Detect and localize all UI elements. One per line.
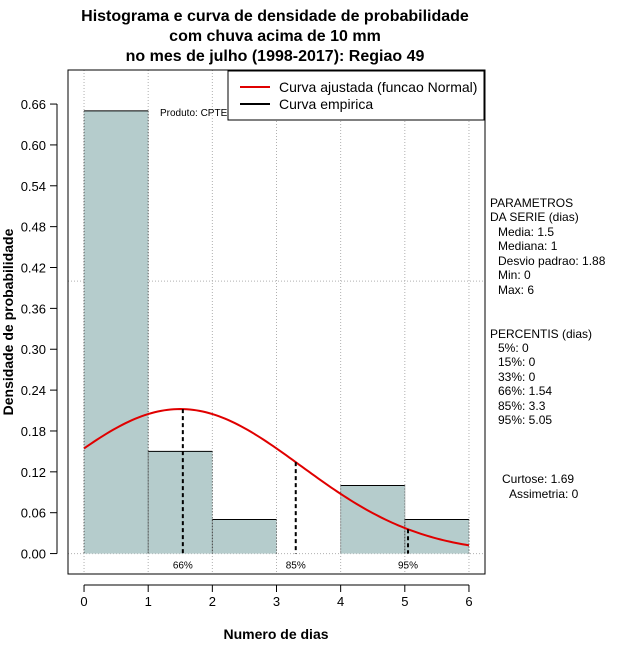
normal-curve [83, 408, 470, 547]
x-axis-title: Numero de dias [223, 626, 328, 642]
y-tick-label-2: 0.12 [21, 465, 46, 480]
x-tick-label-4: 4 [337, 594, 344, 609]
y-tick-label-10: 0.60 [21, 138, 46, 153]
x-tick-label-5: 5 [401, 594, 408, 609]
percentil-5: 5%: 0 [498, 341, 529, 355]
histogram-bars [83, 110, 470, 554]
param-desvio-padrao: Desvio padrao: 1.88 [498, 254, 606, 268]
product-label: Produto: CPTEC/INPE [160, 108, 261, 119]
percentil-15: 15%: 0 [498, 355, 536, 369]
histogram-bar-4 [340, 485, 405, 554]
percentil-85: 85%: 3.3 [498, 399, 546, 413]
y-tick-label-8: 0.48 [21, 220, 46, 235]
legend: Curva ajustada (funcao Normal) Curva emp… [227, 70, 485, 121]
histogram-bar-0 [84, 110, 149, 554]
param-mediana: Mediana: 1 [498, 239, 558, 253]
percentile-label-0: 66% [173, 561, 193, 572]
percentil-33: 33%: 0 [498, 370, 536, 384]
percentil-66: 66%: 1.54 [498, 384, 552, 398]
y-tick-label-6: 0.36 [21, 301, 46, 316]
params-title-line-2: DA SERIE (dias) [490, 210, 579, 224]
histogram-bar-5 [404, 519, 469, 554]
legend-box [227, 70, 485, 121]
curtose-value: Curtose: 1.69 [502, 472, 574, 486]
chart-title-line-1: Histograma e curva de densidade de proba… [81, 8, 469, 25]
chart-title-line-2: com chuva acima de 10 mm [169, 28, 381, 45]
y-tick-label-5: 0.30 [21, 342, 46, 357]
axes: 0 1 2 3 4 5 6 0.00 0.06 0.12 0.18 0.24 0.30 0.36 0.42 0… [21, 97, 473, 609]
y-tick-label-4: 0.24 [21, 383, 46, 398]
y-tick-label-9: 0.54 [21, 179, 46, 194]
y-axis-title: Densidade de probabilidade [0, 228, 16, 415]
y-tick-label-1: 0.06 [21, 506, 46, 521]
assimetria-value: Assimetria: 0 [509, 487, 579, 501]
x-tick-label-1: 1 [145, 594, 152, 609]
y-tick-label-7: 0.42 [21, 261, 46, 276]
legend-label-empirical: Curva empirica [279, 96, 373, 112]
percentil-95: 95%: 5.05 [498, 413, 552, 427]
x-tick-label-6: 6 [465, 594, 472, 609]
percentiles-panel: PERCENTIS (dias) 5%: 0 15%: 0 33%: 0 66%… [490, 327, 592, 427]
param-max: Max: 6 [498, 283, 534, 297]
y-tick-label-3: 0.18 [21, 424, 46, 439]
param-media: Media: 1.5 [498, 225, 554, 239]
percentile-lines: 66% 85% 95% [173, 409, 418, 572]
x-tick-label-0: 0 [80, 594, 87, 609]
percentile-label-2: 95% [398, 561, 418, 572]
y-tick-label-11: 0.66 [21, 97, 46, 112]
param-min: Min: 0 [498, 268, 531, 282]
plot-border [67, 69, 486, 575]
normal-curve-layer [83, 408, 470, 547]
percentis-title: PERCENTIS (dias) [490, 327, 592, 341]
chart-title-line-3: no mes de julho (1998-2017): Regiao 49 [126, 48, 425, 65]
legend-label-fitted-curve: Curva ajustada (funcao Normal) [279, 79, 477, 95]
histogram-bar-1 [148, 451, 213, 554]
x-tick-label-3: 3 [273, 594, 280, 609]
y-tick-label-0: 0.00 [21, 547, 46, 562]
x-tick-label-2: 2 [209, 594, 216, 609]
params-title-line-1: PARAMETROS [490, 196, 573, 210]
series-parameters-panel: PARAMETROS DA SERIE (dias) Media: 1.5 Me… [490, 196, 606, 297]
percentile-label-1: 85% [286, 561, 306, 572]
histogram-bar-2 [212, 519, 277, 554]
